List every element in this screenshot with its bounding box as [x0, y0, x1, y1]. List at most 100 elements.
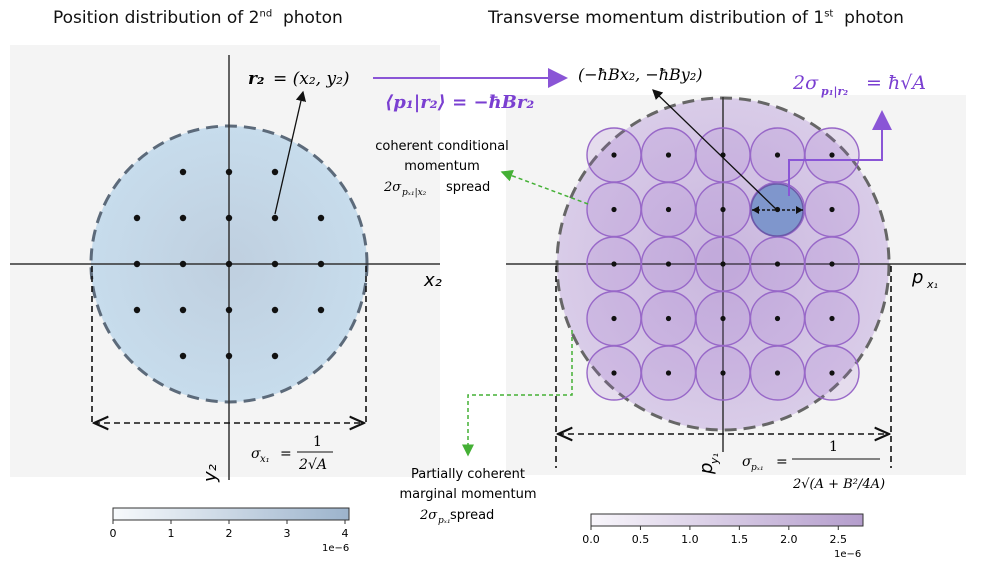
- right-x-axis-sub: x₁: [926, 278, 938, 291]
- left-colorbar-exponent: 1e−6: [322, 543, 349, 554]
- svg-text:1: 1: [313, 434, 322, 450]
- left-colorbar: [112, 507, 350, 521]
- grid-dot: [225, 260, 233, 268]
- svg-text:p₁|r₂: p₁|r₂: [821, 85, 848, 98]
- grid-dot: [720, 315, 726, 322]
- svg-text:2√A: 2√A: [298, 457, 327, 473]
- grid-dot: [225, 168, 233, 176]
- svg-text:=: =: [776, 454, 788, 470]
- grid-dot: [829, 261, 835, 267]
- grid-dot: [179, 168, 187, 176]
- svg-text:pₓ₁: pₓ₁: [438, 516, 451, 526]
- grid-dot: [179, 306, 187, 314]
- grid-dot: [720, 261, 726, 267]
- grid-dot: [179, 352, 187, 360]
- right-width-formula: σ pₓ₁ = 1 2√(A + B²/4A): [742, 439, 885, 492]
- grid-dot: [665, 370, 672, 376]
- svg-text:σ: σ: [251, 446, 261, 462]
- svg-text:y₁: y₁: [708, 453, 721, 465]
- svg-text:Partially coherent: Partially coherent: [411, 467, 525, 482]
- svg-text:x₁: x₁: [260, 454, 270, 465]
- grid-dot: [179, 214, 187, 222]
- colorbar-tick-label: 1: [168, 527, 175, 540]
- left-colorbar-ticks: 0 1 2 3 4: [110, 520, 349, 540]
- mean-point-label: (−ħBx₂, −ħBy₂): [578, 65, 702, 84]
- mean-point-arrow: [652, 89, 778, 211]
- partial-coherent-annotation: Partially coherent marginal momentum 2σ …: [399, 467, 536, 526]
- conditional-mean-label: ⟨p₁|r₂⟩ = −ħBr₂: [385, 92, 534, 113]
- conditional-width-pointer: [788, 110, 892, 196]
- left-y-axis-label: y₂: [200, 464, 221, 483]
- grid-dot: [271, 306, 279, 314]
- colorbar-tick-label: 1.5: [731, 533, 749, 546]
- colorbar-tick-label: 1.0: [681, 533, 699, 546]
- grid-dot: [774, 261, 781, 267]
- grid-dot: [611, 370, 617, 376]
- svg-text:2σ: 2σ: [419, 508, 438, 523]
- partial-pointer-arrow: [462, 330, 573, 457]
- svg-text:pₓ₁|x₂: pₓ₁|x₂: [402, 188, 427, 198]
- r2-label: r₂: [248, 69, 264, 89]
- grid-dot: [665, 315, 672, 322]
- grid-dot: [665, 152, 672, 158]
- grid-dot: [271, 352, 279, 360]
- grid-dot: [611, 152, 617, 158]
- grid-dot: [829, 206, 835, 213]
- grid-dot: [829, 152, 835, 158]
- left-x-axis-label: x₂: [423, 270, 442, 291]
- grid-dot: [179, 260, 187, 268]
- right-panel-title: Transverse momentum distribution of 1st …: [488, 8, 904, 28]
- grid-dot: [611, 315, 617, 322]
- svg-text:pₓ₁: pₓ₁: [751, 463, 764, 473]
- svg-text:σ: σ: [742, 454, 752, 470]
- grid-dot: [133, 214, 141, 222]
- svg-text:spread: spread: [446, 180, 490, 195]
- svg-text:spread: spread: [450, 508, 494, 523]
- right-grid-dots: [611, 152, 835, 376]
- r2-coordinates: = (x₂, y₂): [273, 69, 350, 89]
- grid-dot: [774, 315, 781, 322]
- svg-text:2σ: 2σ: [383, 180, 402, 195]
- right-colorbar-exponent: 1e−6: [834, 549, 861, 560]
- colorbar-tick-label: 2.0: [780, 533, 798, 546]
- left-width-formula: σ x₁ = 1 2√A: [251, 434, 333, 473]
- colorbar-tick-label: 3: [284, 527, 291, 540]
- colorbar-tick-label: 0.5: [632, 533, 650, 546]
- grid-dot: [665, 261, 672, 267]
- svg-text:1: 1: [829, 439, 838, 455]
- grid-dot: [665, 206, 672, 213]
- grid-dot: [720, 370, 726, 376]
- colorbar-tick-label: 0.0: [582, 533, 600, 546]
- coherent-pointer-arrow: [500, 170, 589, 205]
- grid-dot: [271, 214, 279, 222]
- right-x-axis-label: p: [911, 267, 923, 288]
- svg-text:momentum: momentum: [404, 159, 480, 174]
- right-colorbar-ticks: 0.0 0.5 1.0 1.5 2.0 2.5: [582, 526, 847, 546]
- svg-text:coherent conditional: coherent conditional: [375, 139, 509, 154]
- grid-dot: [611, 206, 617, 213]
- grid-dot: [317, 306, 325, 314]
- grid-dot: [225, 306, 233, 314]
- grid-dot: [829, 370, 835, 376]
- colorbar-tick-label: 2.5: [830, 533, 848, 546]
- svg-text:= ħ√A: = ħ√A: [866, 72, 926, 94]
- right-y-axis-label: p y₁: [696, 453, 721, 475]
- colorbar-tick-label: 2: [226, 527, 233, 540]
- grid-dot: [720, 206, 726, 213]
- right-colorbar: [590, 513, 864, 527]
- grid-dot: [271, 260, 279, 268]
- colorbar-tick-label: 0: [110, 527, 117, 540]
- grid-dot: [317, 260, 325, 268]
- conditional-width-label: 2σ p₁|r₂ = ħ√A: [792, 72, 926, 98]
- grid-dot: [133, 260, 141, 268]
- left-grid-dots: [133, 168, 325, 360]
- svg-text:p: p: [696, 463, 717, 475]
- grid-dot: [774, 370, 781, 376]
- coherent-conditional-annotation: coherent conditional momentum 2σ pₓ₁|x₂ …: [375, 139, 509, 198]
- grid-dot: [829, 315, 835, 322]
- grid-dot: [317, 214, 325, 222]
- grid-dot: [611, 261, 617, 267]
- svg-text:2√(A + B²/4A): 2√(A + B²/4A): [792, 477, 885, 492]
- grid-dot: [133, 306, 141, 314]
